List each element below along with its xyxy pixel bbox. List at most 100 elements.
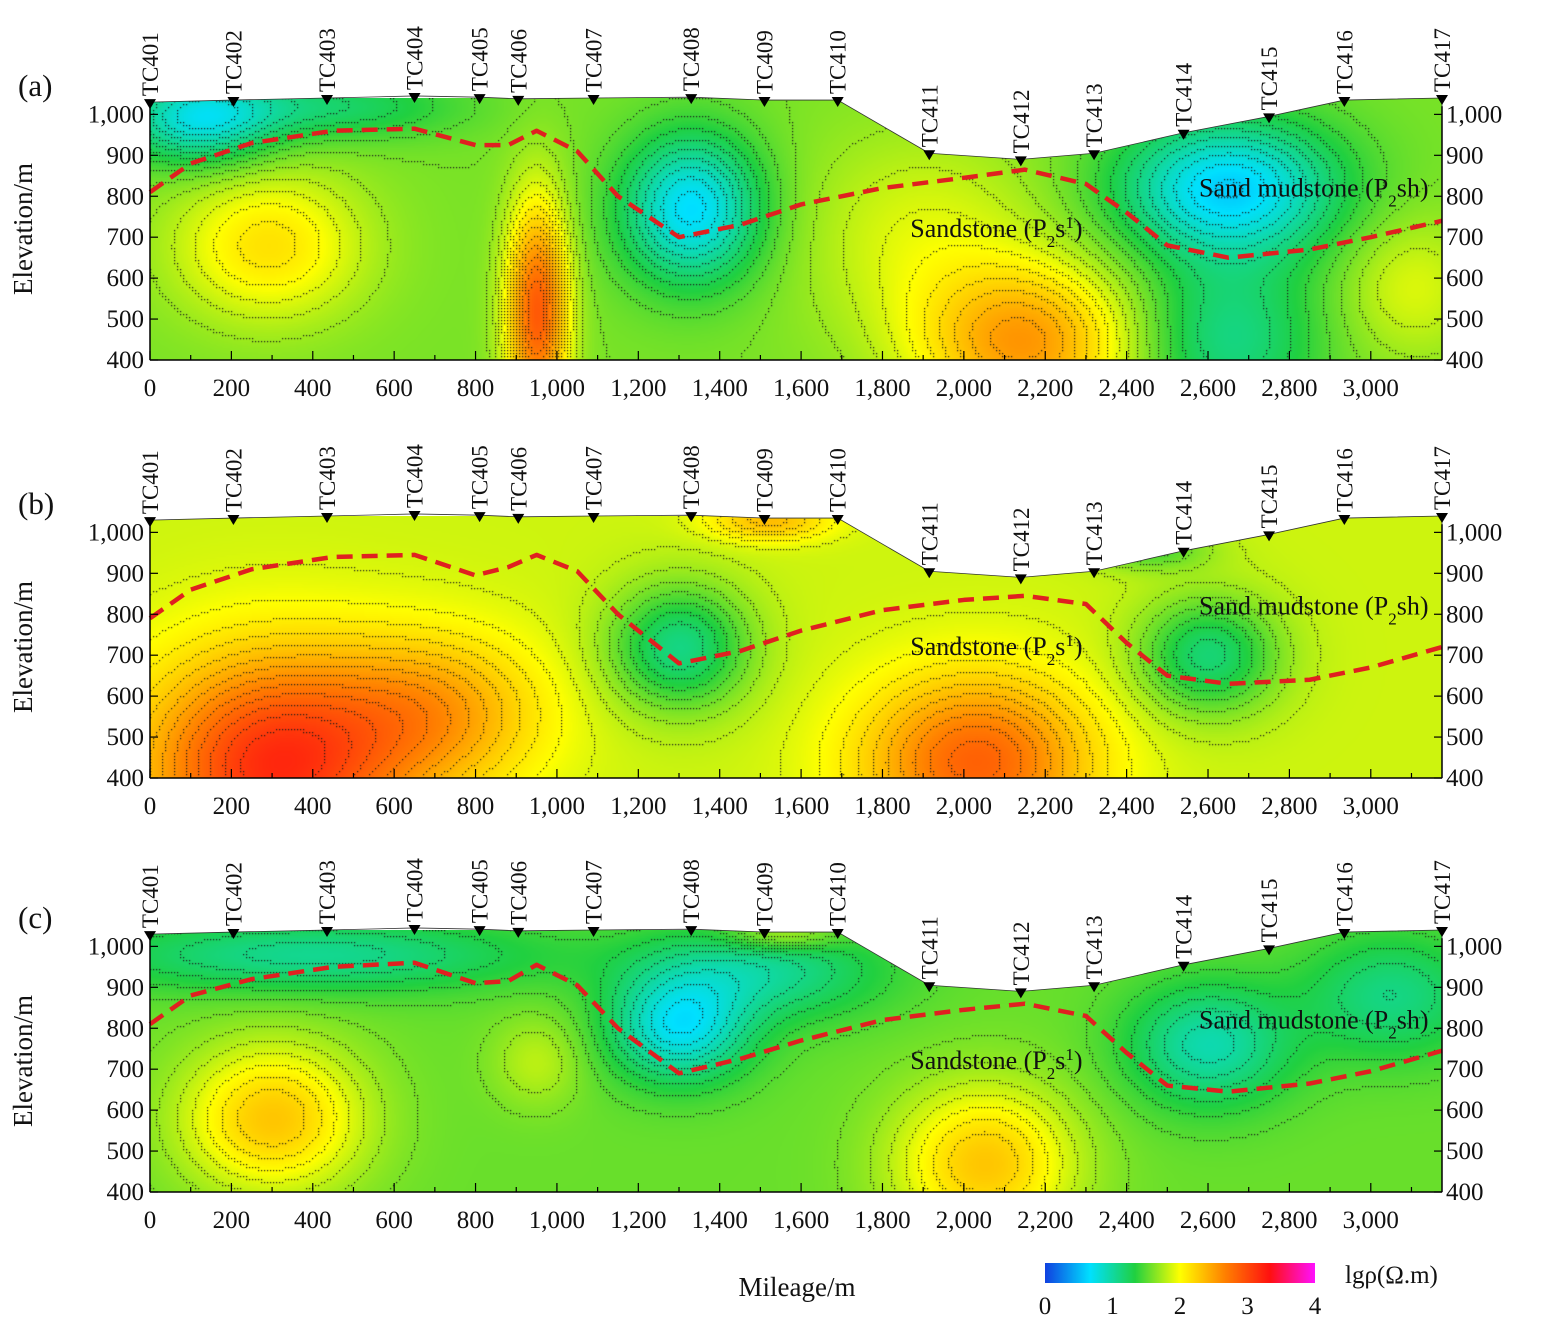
formation-label-upper: Sand mudstone (P2sh) xyxy=(1199,173,1429,210)
panel-label: (a) xyxy=(18,68,52,103)
station-label: TC405 xyxy=(468,27,493,91)
station-marker xyxy=(587,95,600,105)
terrain-outline xyxy=(149,927,1443,1193)
x-tick-label: 1,600 xyxy=(773,1207,829,1234)
station-label: TC404 xyxy=(403,26,428,90)
x-tick-label: 800 xyxy=(457,793,495,820)
y-tick-label-left: 600 xyxy=(107,1097,145,1124)
x-tick-label: 1,400 xyxy=(692,1207,748,1234)
station-label: TC417 xyxy=(1430,860,1455,924)
y-tick-label-left: 900 xyxy=(107,974,145,1001)
station-marker xyxy=(923,982,936,993)
station-marker xyxy=(1014,156,1027,167)
station-label: TC413 xyxy=(1082,915,1107,979)
station-label: TC411 xyxy=(917,84,942,147)
x-tick-label: 800 xyxy=(457,375,495,402)
station-label: TC414 xyxy=(1172,62,1197,126)
station-marker xyxy=(321,513,334,523)
station-marker xyxy=(758,97,771,108)
x-tick-label: 2,200 xyxy=(1017,793,1073,820)
y-axis-title: Elevation/m xyxy=(8,995,38,1127)
terrain-outline xyxy=(149,95,1443,361)
x-tick-label: 3,000 xyxy=(1343,1207,1399,1234)
station-label: TC414 xyxy=(1172,894,1197,958)
y-tick-label-left: 600 xyxy=(107,683,145,710)
station-marker xyxy=(685,926,698,937)
formation-label-lower: Sandstone (P2s1) xyxy=(910,213,1082,251)
station-marker xyxy=(758,515,771,526)
station-label: TC411 xyxy=(917,916,942,979)
formation-boundary-line xyxy=(148,552,1443,687)
x-tick-label: 1,200 xyxy=(610,1207,666,1234)
y-tick-label-left: 400 xyxy=(107,1179,145,1206)
station-label: TC415 xyxy=(1257,879,1282,943)
station-label: TC416 xyxy=(1332,30,1357,94)
y-tick-label-right: 800 xyxy=(1446,601,1484,628)
y-tick-label-left: 1,000 xyxy=(88,101,144,128)
station-marker xyxy=(1263,113,1276,124)
station-label: TC409 xyxy=(752,448,777,512)
x-tick-label: 2,400 xyxy=(1099,1207,1155,1234)
station-marker xyxy=(1436,927,1448,937)
x-tick-label: 1,200 xyxy=(610,793,666,820)
station-label: TC416 xyxy=(1332,448,1357,512)
station-label: TC413 xyxy=(1082,83,1107,147)
x-tick-label: 600 xyxy=(375,793,413,820)
x-tick-label: 400 xyxy=(294,375,332,402)
y-tick-label-left: 400 xyxy=(107,765,145,792)
station-label: TC409 xyxy=(752,30,777,94)
formation-boundary-line xyxy=(148,126,1443,260)
station-label: TC415 xyxy=(1257,47,1282,111)
panel-1: 0 200 400 600 800 1,000 1,200 1,400 1,600 1,800 2,… xyxy=(8,26,1502,402)
y-tick-label-right: 1,000 xyxy=(1446,933,1502,960)
x-tick-label: 2,000 xyxy=(936,793,992,820)
x-tick-label: 1,800 xyxy=(854,1207,910,1234)
resistivity-section-image xyxy=(150,98,1442,360)
y-tick-label-right: 500 xyxy=(1446,306,1484,333)
station-label: TC407 xyxy=(582,446,607,510)
x-tick-label: 2,400 xyxy=(1099,375,1155,402)
y-tick-label-left: 500 xyxy=(107,724,145,751)
colorbar-tick-label: 0 xyxy=(1039,1293,1052,1320)
station-marker xyxy=(1338,97,1351,108)
station-label: TC407 xyxy=(582,28,607,92)
station-marker xyxy=(758,929,771,940)
station-marker xyxy=(1338,515,1351,526)
y-tick-label-right: 400 xyxy=(1446,1179,1484,1206)
y-tick-label-left: 600 xyxy=(107,265,145,292)
station-label: TC412 xyxy=(1009,508,1034,572)
panel-label: (c) xyxy=(18,900,52,935)
station-marker xyxy=(1177,547,1190,558)
x-tick-label: 800 xyxy=(457,1207,495,1234)
station-marker xyxy=(473,926,486,937)
station-marker xyxy=(587,513,600,523)
station-marker xyxy=(1088,568,1101,579)
x-tick-label: 200 xyxy=(213,1207,251,1234)
station-marker xyxy=(1263,945,1276,956)
x-tick-label: 400 xyxy=(294,793,332,820)
station-marker xyxy=(685,512,698,523)
y-axis-title: Elevation/m xyxy=(8,581,38,713)
station-label: TC407 xyxy=(582,860,607,924)
x-tick-label: 1,200 xyxy=(610,375,666,402)
terrain-outline xyxy=(149,513,1443,779)
x-tick-label: 3,000 xyxy=(1343,793,1399,820)
station-marker xyxy=(408,924,421,935)
station-label: TC410 xyxy=(826,862,851,926)
station-marker xyxy=(408,92,421,103)
x-tick-label: 0 xyxy=(144,375,157,402)
y-tick-label-right: 1,000 xyxy=(1446,519,1502,546)
colorbar-tick-label: 2 xyxy=(1174,1293,1187,1320)
x-tick-label: 2,800 xyxy=(1261,793,1317,820)
station-label: TC406 xyxy=(506,447,531,511)
x-tick-label: 2,800 xyxy=(1261,1207,1317,1234)
x-tick-label: 200 xyxy=(213,793,251,820)
x-tick-label: 1,400 xyxy=(692,375,748,402)
x-tick-label: 1,000 xyxy=(529,1207,585,1234)
formation-label-upper: Sand mudstone (P2sh) xyxy=(1199,1005,1429,1042)
y-tick-label-right: 400 xyxy=(1446,765,1484,792)
station-label: TC408 xyxy=(679,27,704,91)
x-tick-label: 600 xyxy=(375,1207,413,1234)
station-label: TC401 xyxy=(138,864,163,928)
